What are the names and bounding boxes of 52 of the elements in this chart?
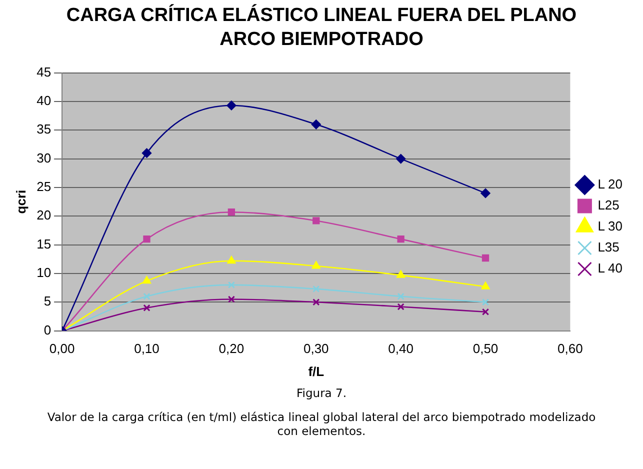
y-tick-label: 10 xyxy=(36,265,52,280)
text: Figura 7. xyxy=(296,386,348,400)
text: Valor de la carga crítica (en t/ml) elástica lineal global lateral del arco biempotrado modelizado con elementos. xyxy=(46,410,597,438)
point xyxy=(396,270,406,278)
x-tick-label: 0,30 xyxy=(303,341,329,356)
y-tick-label: 30 xyxy=(36,150,52,166)
legend-label: L25 xyxy=(598,198,620,213)
point xyxy=(480,188,490,198)
point xyxy=(397,303,404,310)
y-tick-label: 20 xyxy=(36,208,52,223)
legend-label: L35 xyxy=(598,240,620,255)
x-tick-label: 0,10 xyxy=(134,341,160,356)
point xyxy=(396,154,406,164)
y-tick-label: 45 xyxy=(36,64,52,80)
point xyxy=(143,235,150,243)
y-axis-title: qcri xyxy=(13,190,28,214)
point xyxy=(142,148,152,158)
point xyxy=(227,256,236,264)
point xyxy=(312,285,320,293)
point xyxy=(312,261,320,269)
point xyxy=(142,276,151,284)
point xyxy=(482,308,490,316)
point xyxy=(228,208,236,216)
y-tick-label: 15 xyxy=(36,236,52,252)
point xyxy=(397,292,404,300)
y-tick-label: 0 xyxy=(44,322,52,338)
y-tick-label: 35 xyxy=(36,122,52,137)
point xyxy=(228,281,236,289)
point xyxy=(482,298,490,306)
x-tick-label: 0,40 xyxy=(388,341,414,356)
legend-label: L 40 xyxy=(598,260,623,276)
x-axis-title: f/L xyxy=(308,364,324,379)
x-tick-label: 0,50 xyxy=(472,341,498,356)
y-tick-label: 5 xyxy=(44,294,52,309)
x-tick-label: 0,20 xyxy=(218,341,244,356)
point xyxy=(481,282,490,290)
point xyxy=(312,217,320,224)
x-tick-label: 0,60 xyxy=(558,341,583,356)
point xyxy=(226,100,236,110)
point xyxy=(143,292,150,300)
point xyxy=(228,296,236,303)
y-tick-label: 40 xyxy=(36,93,52,108)
legend-label: L 20 xyxy=(598,176,623,192)
chart-title: CARGA CRÍTICA ELÁSTICO LINEAL FUERA DEL PLANO ARCO BIEMPOTRADO xyxy=(65,4,578,52)
x-tick-label: 0,00 xyxy=(49,341,75,356)
point xyxy=(397,235,404,243)
point xyxy=(311,120,321,130)
y-tick-label: 25 xyxy=(36,179,52,194)
legend-label: L 30 xyxy=(598,218,623,234)
point xyxy=(312,298,320,306)
point xyxy=(143,304,150,312)
point xyxy=(482,254,490,262)
